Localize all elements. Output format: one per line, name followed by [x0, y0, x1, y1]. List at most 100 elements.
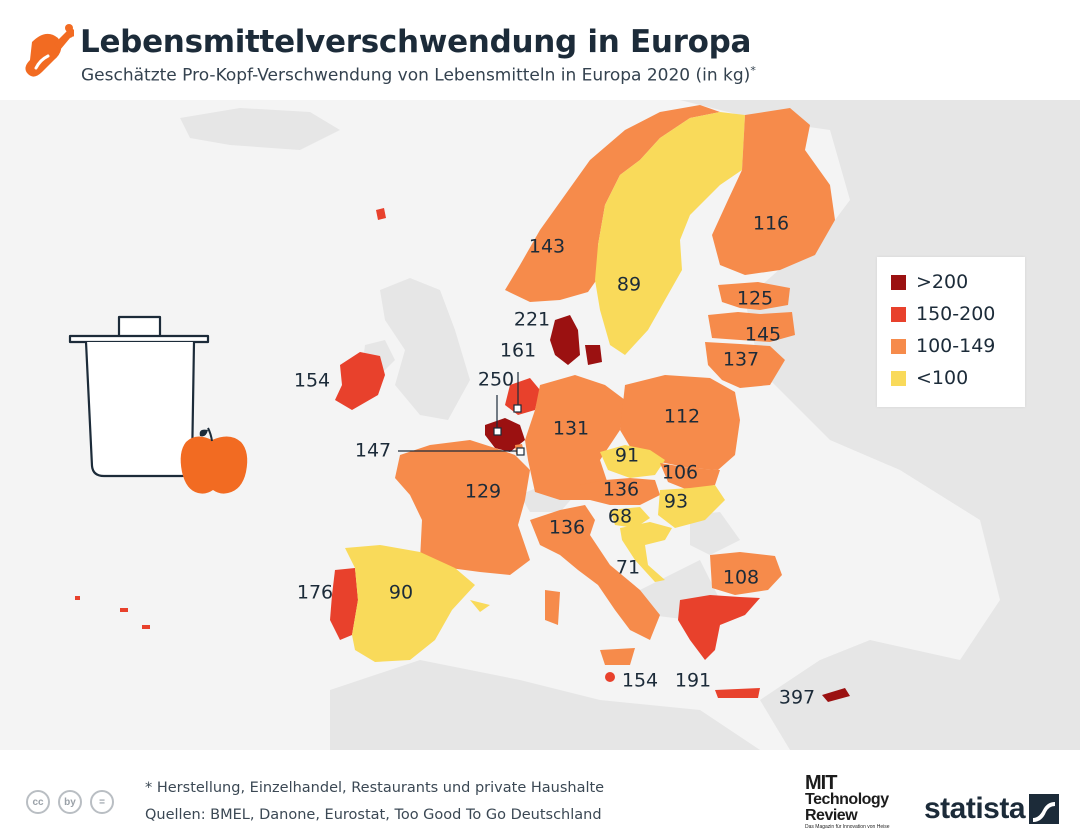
europe-map: 154 143 89 116 125 145 137 221 161 250 1… [0, 100, 1080, 750]
trash-can-handle [117, 315, 162, 339]
legend-item: 100-149 [891, 334, 995, 358]
legend-swatch [891, 370, 906, 386]
trash-can-lid [68, 334, 210, 344]
value-greece: 191 [675, 670, 711, 692]
value-germany: 131 [553, 418, 589, 440]
value-italy: 136 [549, 517, 585, 539]
eu-countries [75, 105, 850, 702]
legend-swatch [891, 338, 906, 354]
apple-body [180, 436, 248, 494]
country-greece [678, 595, 760, 698]
country-sweden [595, 112, 745, 355]
chicken-leg-icon [25, 24, 74, 77]
value-ireland: 154 [294, 370, 330, 392]
value-spain: 90 [389, 582, 413, 604]
subtitle-footnote-marker: * [750, 64, 756, 77]
country-croatia [620, 522, 672, 582]
legend-label: >200 [916, 271, 969, 293]
value-portugal: 176 [297, 582, 333, 604]
legend-label: 150-200 [916, 303, 996, 325]
partner-line3: Review [805, 807, 858, 824]
legend-item: <100 [891, 366, 968, 390]
page-title: Lebensmittelverschwendung in Europa [80, 24, 752, 60]
country-germany [525, 375, 625, 500]
partner-line2: Technology [805, 791, 889, 808]
country-denmark [550, 315, 602, 365]
value-slovenia: 68 [608, 506, 632, 528]
country-malta [605, 672, 615, 682]
legend-label: 100-149 [916, 335, 996, 357]
value-poland: 112 [664, 406, 700, 428]
country-austria [580, 478, 660, 505]
country-estonia [718, 282, 790, 310]
country-lithuania [705, 342, 785, 388]
value-finland: 116 [753, 213, 789, 235]
value-norway: 143 [529, 236, 565, 258]
footer: cc by = * Herstellung, Einzelhandel, Res… [0, 760, 1080, 840]
legend-item: >200 [891, 270, 968, 294]
legend-label: <100 [916, 367, 969, 389]
value-slovakia: 106 [662, 462, 698, 484]
value-labels: 154 143 89 116 125 145 137 221 161 250 1… [294, 213, 815, 709]
value-austria: 136 [603, 479, 639, 501]
cc-license-icon[interactable]: cc [26, 790, 50, 814]
trash-can-body [84, 341, 196, 478]
country-cyprus [822, 688, 850, 702]
partner-tagline: Das Magazin für Innovation von Heise [805, 824, 890, 830]
country-slovakia [660, 463, 720, 490]
legend-swatch [891, 306, 906, 322]
page-subtitle: Geschätzte Pro-Kopf-Verschwendung von Le… [81, 64, 756, 86]
attribution-icon[interactable]: by [58, 790, 82, 814]
subtitle-text: Geschätzte Pro-Kopf-Verschwendung von Le… [81, 65, 751, 86]
mit-technology-review-logo[interactable]: MIT Technology Review Das Magazin für In… [805, 772, 890, 830]
value-sweden: 89 [617, 274, 641, 296]
value-croatia: 71 [616, 557, 640, 579]
marker-luxembourg [516, 447, 525, 456]
no-derivatives-icon[interactable]: = [90, 790, 114, 814]
country-bulgaria [710, 552, 782, 595]
marker-netherlands [513, 404, 522, 413]
header: Lebensmittelverschwendung in Europa Gesc… [0, 0, 1080, 100]
apple-leaf [199, 429, 208, 437]
value-estonia: 125 [737, 288, 773, 310]
legend-item: 150-200 [891, 302, 995, 326]
value-bulgaria: 108 [723, 567, 759, 589]
islands-faroe [376, 208, 386, 220]
country-italy [530, 505, 660, 665]
value-netherlands: 161 [500, 340, 536, 362]
country-hungary [658, 485, 725, 528]
value-malta: 154 [622, 670, 658, 692]
value-luxembourg: 147 [355, 440, 391, 462]
country-france [395, 440, 530, 575]
legend: >200 150-200 100-149 <100 [877, 257, 1025, 407]
legend-swatch [891, 274, 906, 290]
sources: Quellen: BMEL, Danone, Eurostat, Too Goo… [145, 807, 602, 823]
country-norway [505, 105, 720, 302]
apple-icon [180, 427, 248, 494]
leader-lines [398, 372, 519, 452]
country-finland [712, 108, 835, 275]
value-denmark: 221 [514, 309, 550, 331]
country-portugal [330, 568, 358, 640]
value-czechia: 91 [615, 445, 639, 467]
brand-name: statista [924, 792, 1026, 825]
value-hungary: 93 [664, 491, 688, 513]
value-lithuania: 137 [723, 349, 759, 371]
country-belgium [485, 418, 525, 452]
country-spain [345, 545, 490, 662]
apple-stem [207, 427, 213, 442]
marker-belgium [493, 427, 502, 436]
country-czechia [600, 445, 665, 478]
value-cyprus: 397 [779, 687, 815, 709]
value-france: 129 [465, 481, 501, 503]
country-latvia [708, 312, 795, 342]
islands-azores [75, 596, 150, 629]
statista-mark-icon [1029, 794, 1060, 824]
statista-logo[interactable]: statista [924, 792, 1060, 826]
footnote: * Herstellung, Einzelhandel, Restaurants… [145, 780, 605, 796]
country-poland [620, 375, 740, 470]
partner-line1: MIT [805, 772, 837, 794]
value-belgium: 250 [478, 369, 514, 391]
value-latvia: 145 [745, 324, 781, 346]
country-slovenia [610, 507, 650, 528]
